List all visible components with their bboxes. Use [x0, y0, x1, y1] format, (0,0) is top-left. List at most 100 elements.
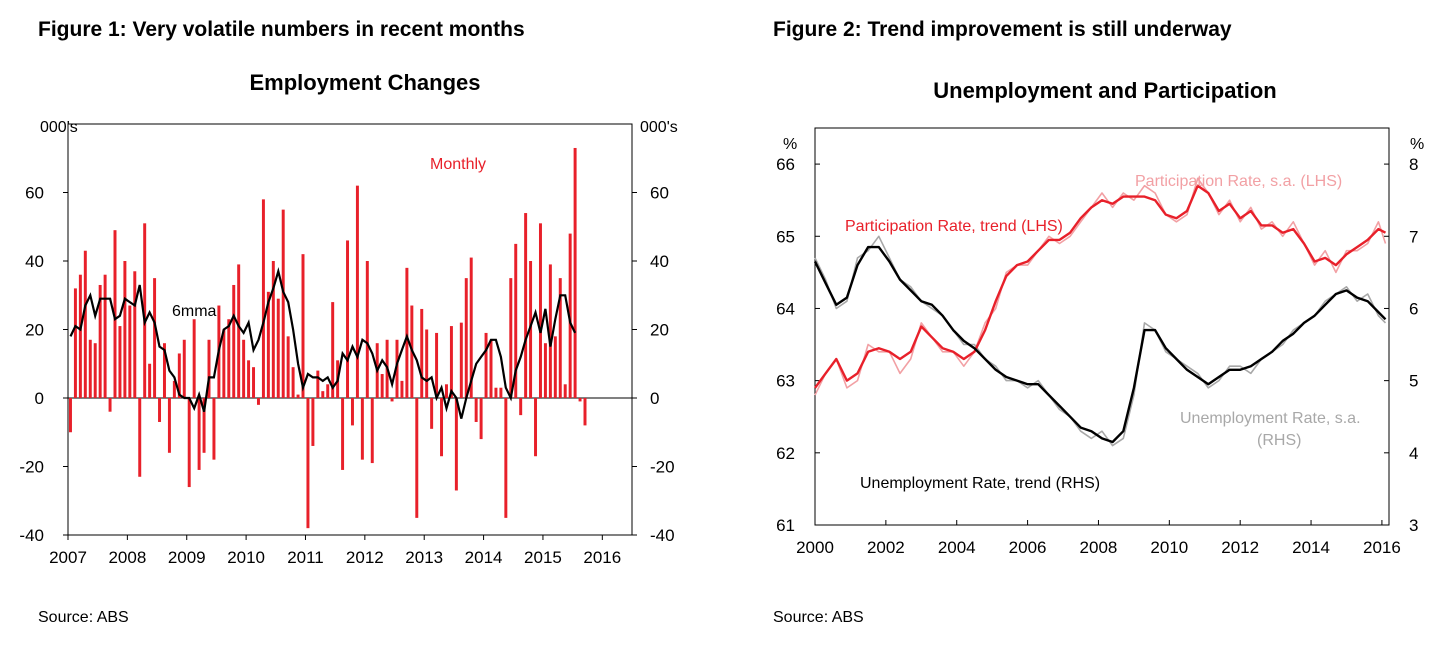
chart1-ytick-right-label: 60: [650, 184, 669, 203]
chart2-label-unemp-sa: Unemployment Rate, s.a.: [1180, 410, 1361, 427]
chart1-bar-monthly: [519, 398, 523, 416]
chart1-bar-monthly: [261, 199, 265, 398]
chart1-bar-monthly: [276, 298, 280, 398]
chart2-left-unit: %: [783, 136, 797, 153]
chart1-bar-monthly: [415, 398, 419, 518]
chart1-bar-monthly: [346, 240, 350, 398]
chart1-bar-monthly: [197, 398, 201, 470]
chart1-bar-monthly: [563, 384, 567, 398]
chart1-bar-monthly: [113, 230, 117, 398]
figure2-heading: Figure 2: Trend improvement is still und…: [773, 18, 1232, 41]
chart1-bar-monthly: [153, 278, 157, 398]
chart1-right-unit: 000's: [640, 119, 678, 136]
chart1-bar-monthly: [222, 329, 226, 398]
chart1-xtick-label: 2011: [287, 548, 324, 567]
chart1-monthly-label: Monthly: [430, 156, 486, 173]
chart1-bar-monthly: [425, 329, 429, 398]
chart2-ytick-right-label: 5: [1409, 372, 1418, 391]
chart1-bar-monthly: [148, 363, 152, 398]
chart1-bar-monthly: [479, 398, 483, 440]
chart1-bar-monthly: [242, 339, 246, 398]
chart1-bar-monthly: [108, 398, 112, 412]
chart1-bar-monthly: [529, 261, 533, 398]
chart1-bar-monthly: [534, 398, 538, 457]
chart1-bar-monthly: [256, 398, 260, 405]
chart2-label-unemp-trend: Unemployment Rate, trend (RHS): [860, 475, 1100, 492]
chart1-bar-monthly: [252, 367, 256, 398]
chart1-line-6mma: [69, 267, 577, 419]
chart1-bar-monthly: [73, 288, 77, 398]
chart2-title: Unemployment and Participation: [933, 78, 1277, 103]
chart1-bar-monthly: [435, 332, 439, 398]
chart1-left-unit: 000's: [40, 119, 78, 136]
chart1-ytick-left-label: 20: [25, 321, 44, 340]
chart1-bar-monthly: [68, 398, 72, 433]
chart1-bar-monthly: [103, 274, 107, 398]
chart1-bar-monthly: [192, 319, 196, 398]
chart1-xtick-label: 2010: [227, 548, 265, 567]
chart2-xtick-label: 2004: [938, 538, 976, 557]
chart1-bar-monthly: [202, 398, 206, 453]
chart1-bar-monthly: [459, 322, 463, 398]
chart2-xtick-label: 2006: [1009, 538, 1047, 557]
chart1-bar-monthly: [237, 264, 241, 398]
chart2-xtick-label: 2016: [1363, 538, 1401, 557]
chart1-bar-monthly: [464, 278, 468, 398]
chart1-bar-monthly: [182, 339, 186, 398]
chart1-bar-monthly: [158, 398, 162, 422]
chart1-bar-monthly: [227, 319, 231, 398]
chart1-bar-monthly: [484, 332, 488, 398]
chart1-xtick-label: 2009: [168, 548, 206, 567]
chart1-bar-monthly: [543, 343, 547, 398]
chart1-bar-monthly: [172, 380, 176, 398]
chart1-xtick-label: 2013: [405, 548, 443, 567]
chart1-ytick-right-label: 40: [650, 252, 669, 271]
chart1-bar-monthly: [232, 284, 236, 398]
chart1-ytick-right-label: -20: [650, 458, 675, 477]
chart1-bar-monthly: [370, 398, 374, 464]
chart1-bar-monthly: [568, 233, 572, 398]
chart1-bar-monthly: [440, 398, 444, 457]
chart1-bar-monthly: [430, 398, 434, 429]
chart1-xtick-label: 2008: [108, 548, 146, 567]
chart2-ytick-left-label: 64: [776, 299, 795, 318]
chart1-bar-monthly: [538, 223, 542, 398]
chart1-bar-monthly: [390, 398, 394, 402]
chart2-plot-frame: [814, 127, 1390, 526]
figure1-source: Source: ABS: [38, 609, 129, 626]
chart1-bar-monthly: [494, 387, 498, 398]
chart1-bar-monthly: [514, 243, 518, 398]
chart1-bar-monthly: [78, 274, 82, 398]
chart1-bar-monthly: [247, 360, 251, 398]
chart1-bar-monthly: [548, 264, 552, 398]
chart2-ytick-right-label: 8: [1409, 155, 1418, 174]
chart1-bar-monthly: [509, 278, 513, 398]
chart2-xtick-label: 2012: [1221, 538, 1259, 557]
chart2-xtick-label: 2010: [1150, 538, 1188, 557]
chart2-line-participation-sa: [814, 177, 1387, 396]
chart1-bar-monthly: [316, 370, 320, 398]
chart2-ytick-left-label: 65: [776, 227, 795, 246]
chart1-ytick-left-label: -20: [19, 458, 44, 477]
chart1-bar-monthly: [123, 261, 127, 398]
chart1-bar-monthly: [167, 398, 171, 453]
chart1-bar-monthly: [271, 261, 275, 398]
chart2-ytick-left-label: 63: [776, 372, 795, 391]
chart2-label-part-trend: Participation Rate, trend (LHS): [845, 218, 1063, 235]
chart1-bar-monthly: [350, 398, 354, 426]
chart1-bar-monthly: [355, 185, 359, 398]
chart1-bar-monthly: [395, 339, 399, 398]
chart1-bar-monthly: [296, 394, 300, 398]
chart1-bar-monthly: [331, 302, 335, 398]
chart1-bar-monthly: [405, 267, 409, 398]
chart1-bar-monthly: [301, 254, 305, 398]
chart2-ytick-left-label: 62: [776, 444, 795, 463]
chart1-bar-monthly: [291, 367, 295, 398]
chart1-bar-monthly: [449, 326, 453, 398]
chart1-bar-monthly: [266, 291, 270, 398]
chart1-bar-monthly: [573, 147, 577, 398]
chart1-bar-monthly: [326, 384, 330, 398]
chart1-xtick-label: 2012: [346, 548, 384, 567]
chart2-ytick-right-label: 3: [1409, 516, 1418, 535]
